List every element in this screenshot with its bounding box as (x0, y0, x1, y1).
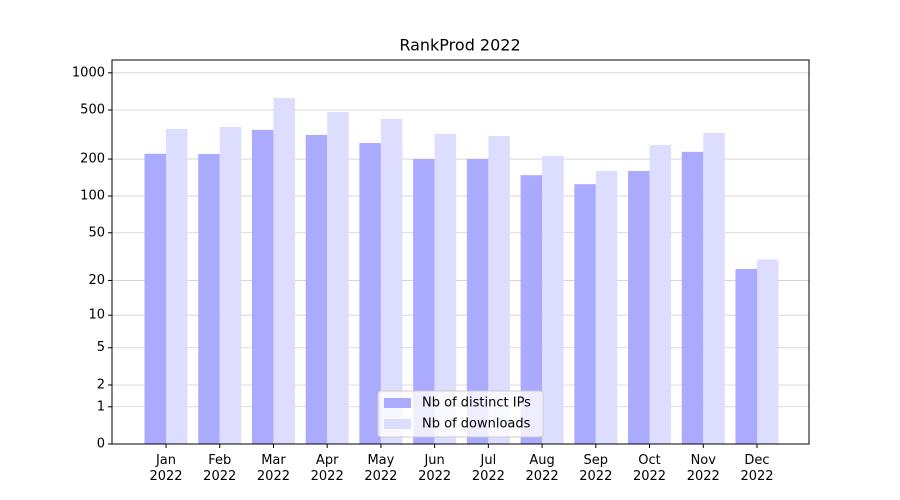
y-tick-label: 500 (80, 103, 105, 118)
bar (649, 145, 672, 444)
bar (520, 175, 543, 444)
bar (305, 134, 328, 445)
bar (327, 111, 349, 445)
x-tick-label: Mar 2022 (256, 453, 290, 484)
x-tick-label: Dec 2022 (740, 453, 774, 484)
y-tick-label: 5 (97, 340, 105, 355)
bar (735, 268, 757, 444)
bar (542, 155, 564, 444)
bar (251, 129, 274, 444)
y-tick-label: 100 (80, 189, 105, 204)
bar (681, 151, 704, 444)
bar (595, 171, 618, 444)
bar (757, 259, 779, 444)
bar (574, 184, 596, 444)
bar (273, 97, 295, 444)
y-tick-label: 1 (97, 399, 105, 414)
bar (144, 153, 166, 444)
y-tick-label: 50 (88, 225, 105, 240)
bar (359, 143, 381, 444)
x-tick-label: Jun 2022 (418, 453, 452, 484)
bar (198, 153, 220, 444)
y-tick-label: 2 (97, 377, 105, 392)
plot-frame (111, 59, 810, 445)
x-tick-label: Apr 2022 (310, 453, 344, 484)
y-tick-label: 20 (88, 273, 105, 288)
bar (628, 171, 650, 444)
bar (166, 128, 188, 444)
legend-frame (377, 390, 544, 438)
bar (219, 127, 242, 444)
legend-swatch (384, 419, 411, 429)
x-tick-label: Aug 2022 (525, 453, 559, 484)
bar (488, 135, 510, 445)
bar (413, 159, 435, 444)
x-tick-label: Jan 2022 (149, 453, 183, 484)
x-tick-label: Jul 2022 (471, 453, 505, 484)
legend-label: Nb of downloads (422, 417, 531, 432)
legend-swatch (384, 398, 411, 408)
chart-title: RankProd 2022 (399, 36, 520, 55)
y-tick-label: 10 (88, 308, 105, 323)
x-tick-label: Sep 2022 (579, 453, 613, 484)
bar (380, 118, 403, 444)
y-tick-label: 200 (80, 152, 105, 167)
legend-label: Nb of distinct IPs (422, 396, 531, 411)
y-tick-label: 0 (97, 437, 105, 452)
y-tick-label: 1000 (72, 65, 105, 80)
x-tick-label: May 2022 (364, 453, 398, 484)
x-tick-label: Oct 2022 (632, 453, 667, 484)
x-tick-label: Nov 2022 (686, 453, 720, 484)
bar (434, 133, 457, 444)
bar (466, 159, 489, 444)
x-tick-label: Feb 2022 (203, 453, 237, 484)
bar (703, 132, 725, 444)
